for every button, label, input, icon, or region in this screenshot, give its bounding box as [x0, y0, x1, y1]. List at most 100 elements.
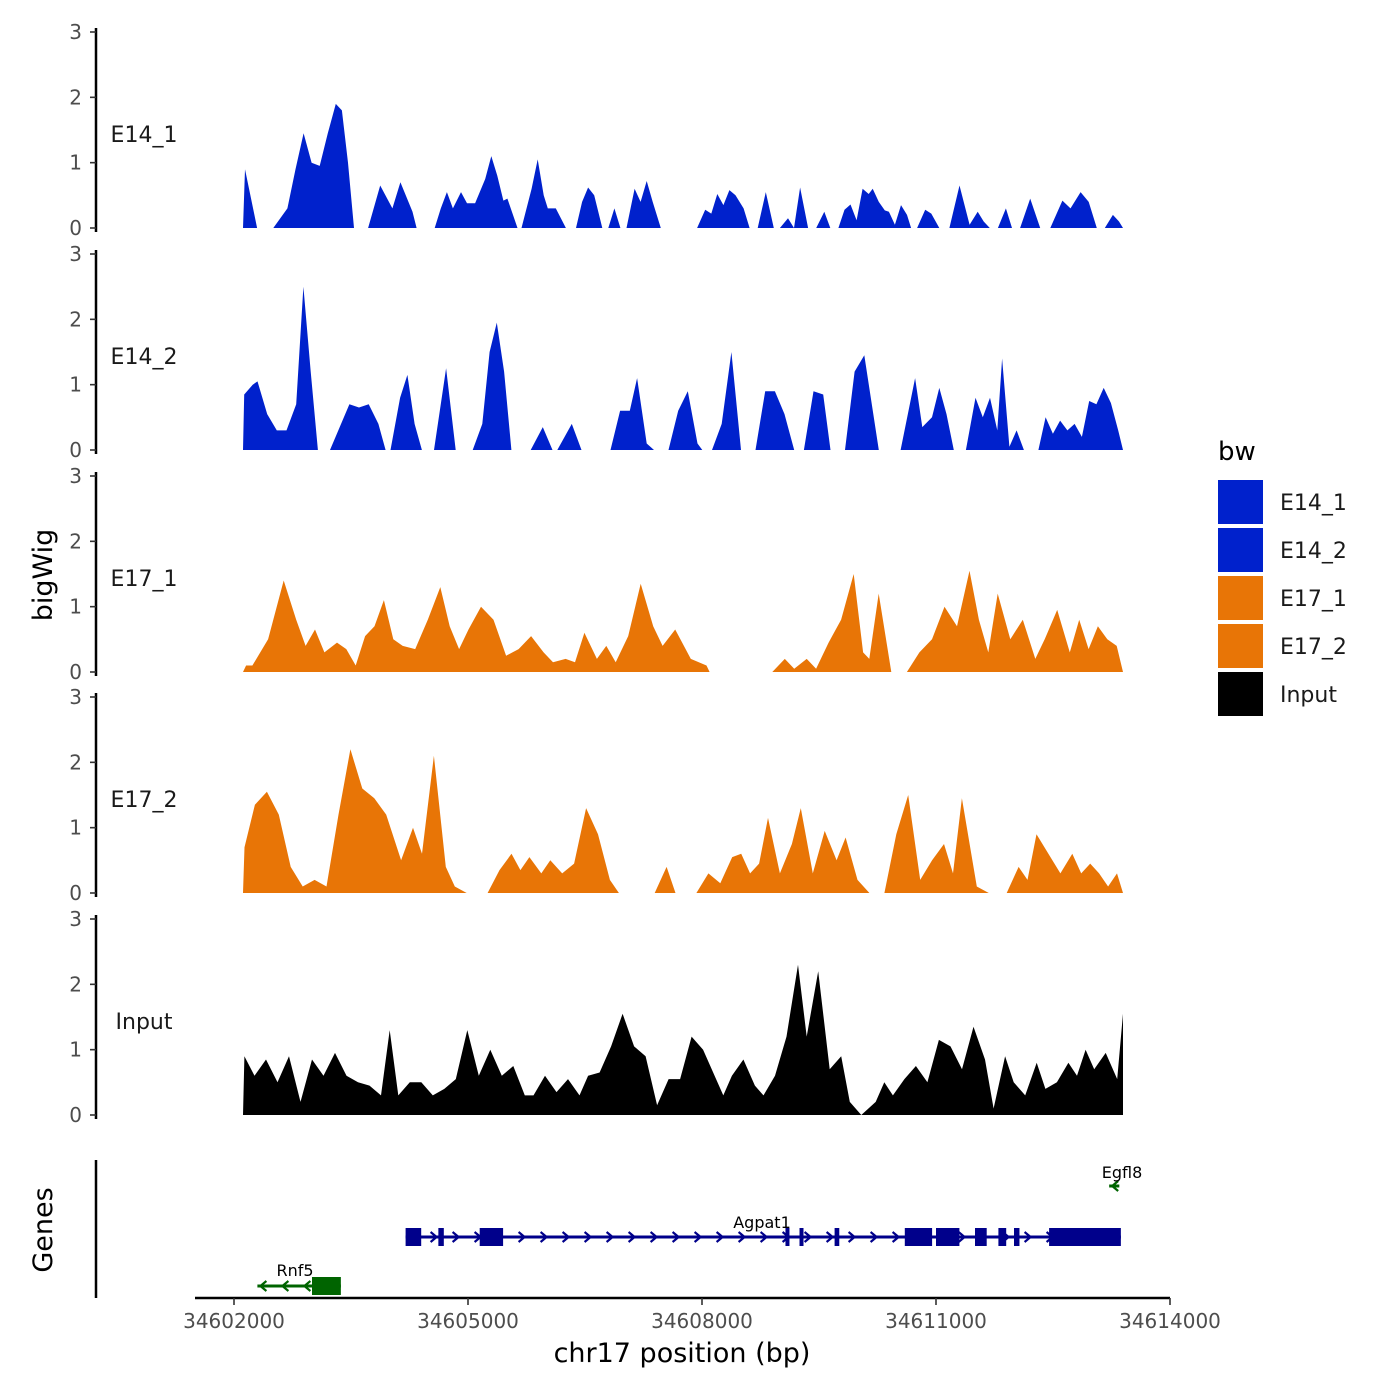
strand-arrow: [869, 1231, 879, 1243]
y-tick-label: 0: [69, 438, 82, 462]
y-tick-label: 1: [69, 595, 82, 619]
y-tick-label: 3: [69, 464, 82, 488]
legend-swatch: [1218, 624, 1263, 668]
gene-egfl8: Egfl8: [1102, 1163, 1143, 1192]
legend-swatch: [1218, 672, 1263, 716]
gene-label: Egfl8: [1102, 1163, 1143, 1182]
track-panel-e17-2: 0 1 2 3 E17_2: [69, 685, 1123, 905]
gene-agpat1: Agpat1: [405, 1213, 1121, 1246]
y-tick-label: 1: [69, 373, 82, 397]
legend-label: E14_2: [1280, 539, 1347, 564]
legend-entry-e14-1: E14_1: [1218, 480, 1347, 524]
legend-label: E17_1: [1280, 587, 1347, 612]
y-tick-label: 0: [69, 1103, 82, 1127]
y-tick-label: 2: [69, 307, 82, 331]
strand-arrow: [737, 1231, 747, 1243]
coverage-area-e17-1: [243, 570, 1123, 672]
y-tick-label: 3: [69, 685, 82, 709]
x-axis: 34602000 34605000 34608000 34611000 34614000: [183, 1296, 1221, 1333]
strand-arrow: [649, 1231, 659, 1243]
legend-entry-e17-2: E17_2: [1218, 624, 1347, 668]
legend-swatch: [1218, 480, 1263, 524]
y-tick-label: 0: [69, 881, 82, 905]
track-panel-input: 0 1 2 3 Input: [69, 907, 1123, 1127]
x-tick-label: 34611000: [885, 1309, 987, 1333]
y-axis-title: bigWig: [28, 529, 59, 622]
x-axis-title: chr17 position (bp): [554, 1338, 811, 1369]
x-tick-label: 34608000: [651, 1309, 753, 1333]
strand-arrow: [627, 1231, 637, 1243]
gene-rnf5: Rnf5: [257, 1261, 341, 1295]
legend-swatch: [1218, 528, 1263, 572]
track-panel-e17-1: 0 1 2 3 E17_1: [69, 464, 1123, 684]
x-tick-label: 34602000: [183, 1309, 285, 1333]
y-tick-label: 2: [69, 529, 82, 553]
strand-arrow: [583, 1231, 593, 1243]
strand-arrow: [517, 1231, 527, 1243]
legend-swatch: [1218, 576, 1263, 620]
y-tick-label: 1: [69, 151, 82, 175]
y-tick-label: 2: [69, 85, 82, 109]
strand-arrow: [605, 1231, 615, 1243]
track-label: E14_1: [111, 123, 178, 148]
exon: [834, 1228, 840, 1246]
y-tick-label: 2: [69, 972, 82, 996]
strand-arrow: [847, 1231, 857, 1243]
gene-label: Agpat1: [733, 1213, 791, 1232]
track-label: E17_2: [111, 788, 178, 813]
exon: [405, 1228, 422, 1246]
legend-entry-e14-2: E14_2: [1218, 528, 1347, 572]
y-tick-label: 0: [69, 660, 82, 684]
strand-arrow: [825, 1231, 835, 1243]
legend-label: E14_1: [1280, 491, 1347, 516]
y-tick-label: 2: [69, 750, 82, 774]
exon: [312, 1277, 341, 1295]
strand-arrow: [280, 1280, 290, 1292]
coverage-area-input: [243, 964, 1123, 1115]
genes-axis-title: Genes: [28, 1187, 59, 1272]
gene-label: Rnf5: [276, 1261, 313, 1280]
strand-arrow: [803, 1231, 813, 1243]
legend: bw E14_1 E14_2 E17_1 E17_2 Input: [1218, 437, 1347, 716]
track-label: E14_2: [111, 345, 178, 370]
legend-label: E17_2: [1280, 635, 1347, 660]
legend-entry-input: Input: [1218, 672, 1337, 716]
exon: [998, 1228, 1007, 1246]
strand-arrow: [693, 1231, 703, 1243]
strand-arrow: [539, 1231, 549, 1243]
legend-label: Input: [1280, 683, 1337, 708]
track-label: Input: [116, 1010, 173, 1035]
y-tick-label: 3: [69, 20, 82, 44]
coverage-area-e14-2: [243, 286, 1123, 450]
coverage-area-e14-1: [243, 103, 1123, 228]
exon: [438, 1228, 444, 1246]
y-tick-label: 1: [69, 1038, 82, 1062]
exon: [904, 1228, 933, 1246]
strand-arrow: [561, 1231, 571, 1243]
gene-track: Rnf5 Agpat1 Egfl8: [94, 1160, 1143, 1298]
coverage-area-e17-2: [243, 749, 1123, 893]
bigwig-tracks: 0 1 2 3 E14_1 0 1 2 3 E14_2 0 1 2 3 E17_1 0 1 2 3 E17_2 0 1 2 3…: [69, 20, 1123, 1127]
exon: [799, 1228, 804, 1246]
strand-arrow: [671, 1231, 681, 1243]
strand-arrow: [451, 1231, 461, 1243]
track-label: E17_1: [111, 567, 178, 592]
legend-title: bw: [1218, 437, 1256, 467]
exon: [936, 1228, 960, 1246]
x-tick-label: 34614000: [1119, 1309, 1221, 1333]
strand-arrow: [891, 1231, 901, 1243]
strand-arrow: [429, 1231, 439, 1243]
exon: [479, 1228, 504, 1246]
track-panel-e14-1: 0 1 2 3 E14_1: [69, 20, 1123, 240]
strand-arrow: [1110, 1180, 1119, 1192]
y-tick-label: 3: [69, 907, 82, 931]
strand-arrow: [1023, 1231, 1033, 1243]
x-tick-label: 34605000: [417, 1309, 519, 1333]
strand-arrow: [759, 1231, 769, 1243]
strand-arrow: [715, 1231, 725, 1243]
y-tick-label: 1: [69, 816, 82, 840]
exon: [1014, 1228, 1020, 1246]
y-tick-label: 3: [69, 242, 82, 266]
strand-arrow: [302, 1280, 312, 1292]
